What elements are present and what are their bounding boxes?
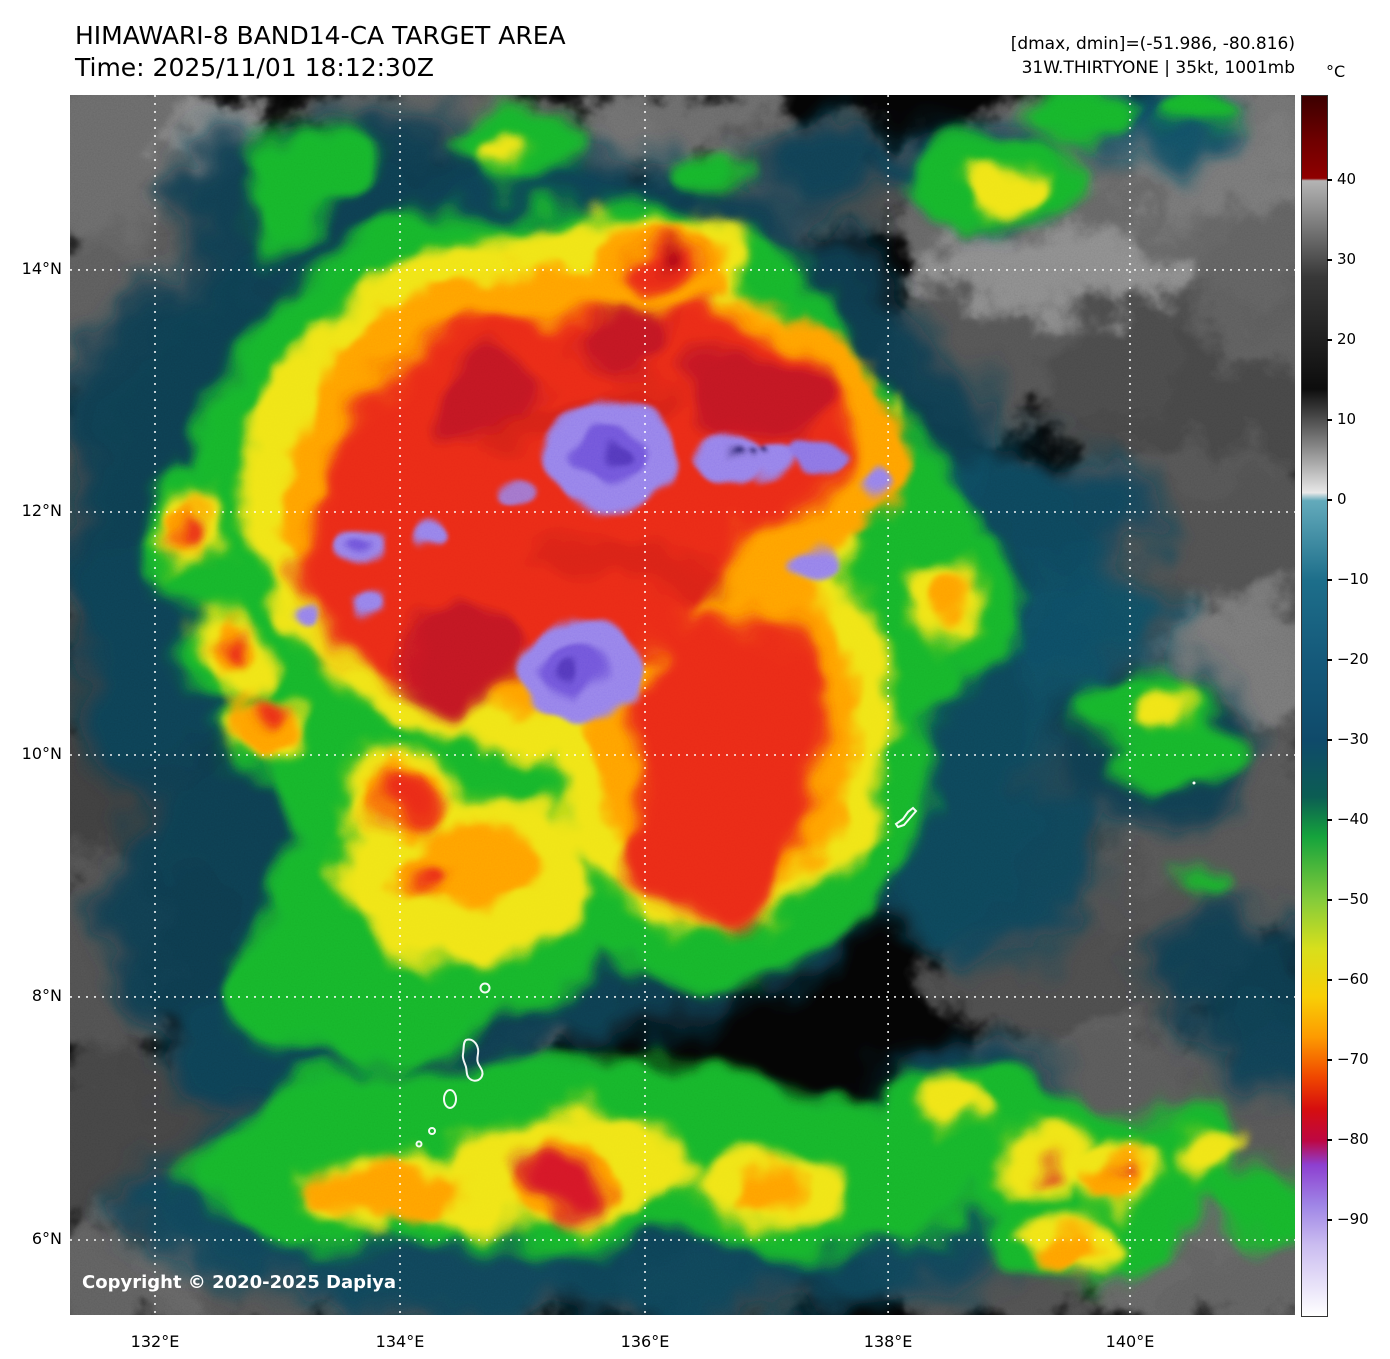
palau-small-island (428, 1127, 436, 1135)
colorbar-gradient (1301, 95, 1328, 1317)
coastlines (415, 781, 1196, 1148)
palau-babeldaob-outline (461, 1038, 484, 1082)
header-left: HIMAWARI-8 BAND14-CA TARGET AREA Time: 2… (75, 20, 566, 84)
lat-tick-label: 6°N (31, 1229, 62, 1248)
palau-small-island (415, 1140, 423, 1148)
colorbar-tick-mark (1327, 1218, 1332, 1221)
colorbar-tick-label: −30 (1337, 729, 1369, 748)
colorbar-tick-mark (1327, 418, 1332, 421)
colorbar-tick-label: 40 (1337, 169, 1357, 188)
yap-island-outline (894, 806, 918, 829)
colorbar-tick-label: −80 (1337, 1129, 1369, 1148)
colorbar-unit-label: °C (1326, 62, 1346, 81)
colorbar-tick-label: −20 (1337, 649, 1369, 668)
colorbar-tick-mark (1327, 738, 1332, 741)
colorbar-tick-label: −50 (1337, 889, 1369, 908)
colorbar-tick-mark (1327, 338, 1332, 341)
colorbar-tick-label: 30 (1337, 249, 1357, 268)
lon-tick-label: 134°E (375, 1332, 425, 1351)
colorbar-tick-mark (1327, 818, 1332, 821)
colorbar-tick-label: 0 (1337, 489, 1347, 508)
gridlines (70, 95, 1295, 1315)
palau-koror-outline (443, 1089, 457, 1109)
dmax-dmin-readout: [dmax, dmin]=(-51.986, -80.816) (1010, 34, 1295, 54)
storm-info: 31W.THIRTYONE | 35kt, 1001mb (1021, 57, 1295, 78)
small-islet-dot (1192, 781, 1196, 785)
colorbar-tick-label: 20 (1337, 329, 1357, 348)
colorbar-tick-label: −40 (1337, 809, 1369, 828)
colorbar-tick-mark (1327, 258, 1332, 261)
colorbar-tick-mark (1327, 658, 1332, 661)
satellite-map: Copyright © 2020-2025 Dapiya (70, 95, 1295, 1315)
colorbar-tick-label: −90 (1337, 1209, 1369, 1228)
lon-tick-label: 138°E (863, 1332, 913, 1351)
lon-tick-label: 132°E (130, 1332, 180, 1351)
copyright-text: Copyright © 2020-2025 Dapiya (82, 1272, 397, 1293)
figure-title: HIMAWARI-8 BAND14-CA TARGET AREA (75, 21, 566, 50)
colorbar-tick-label: −60 (1337, 969, 1369, 988)
lat-tick-label: 14°N (21, 258, 62, 278)
lat-tick-label: 12°N (21, 501, 62, 520)
colorbar-tick-label: −10 (1337, 569, 1369, 588)
colorbar-tick-mark (1327, 1138, 1332, 1141)
lon-tick-label: 140°E (1105, 1332, 1155, 1351)
image-grain (70, 95, 1295, 1315)
header-right: [dmax, dmin]=(-51.986, -80.816) 31W.THIR… (1011, 33, 1295, 81)
colorbar-tick-mark (1327, 1058, 1332, 1061)
colorbar-tick-mark (1327, 498, 1332, 501)
colorbar-tick-mark (1327, 178, 1332, 181)
colorbar-tick-label: −70 (1337, 1049, 1369, 1068)
satellite-image (70, 95, 1295, 1315)
colorbar-tick-mark (1327, 578, 1332, 581)
lat-tick-label: 8°N (31, 985, 62, 1005)
colorbar-tick-label: 10 (1337, 409, 1357, 428)
colorbar-tick-mark (1327, 978, 1332, 981)
lon-tick-label: 136°E (620, 1332, 670, 1351)
figure-time: Time: 2025/11/01 18:12:30Z (75, 53, 434, 82)
atoll-ring (479, 982, 491, 994)
lat-tick-label: 10°N (21, 744, 62, 763)
colorbar-tick-mark (1327, 898, 1332, 901)
